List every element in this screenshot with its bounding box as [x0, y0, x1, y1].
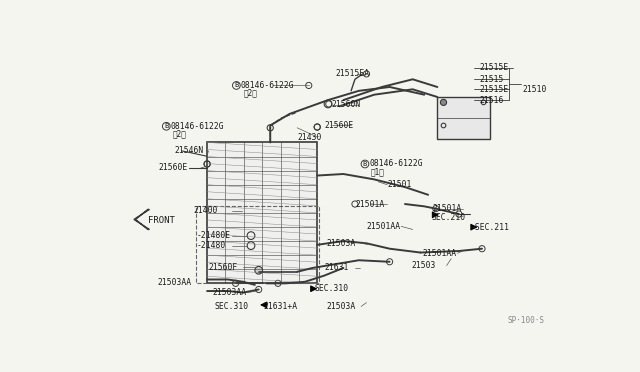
Text: 21501AA: 21501AA [367, 222, 401, 231]
Bar [207, 142, 317, 283]
Text: 21560E: 21560E [325, 121, 354, 130]
Bar [437, 97, 490, 140]
Text: 21515: 21515 [480, 75, 504, 84]
Text: SEC.310: SEC.310 [215, 302, 249, 311]
Text: 21503: 21503 [411, 261, 436, 270]
Text: -21480E: -21480E [197, 231, 231, 240]
Text: B: B [234, 83, 239, 89]
Text: SP·100·S: SP·100·S [508, 316, 545, 325]
Text: SEC.310: SEC.310 [314, 284, 348, 293]
Text: （2）: （2） [172, 129, 186, 138]
Text: 08146-6122G: 08146-6122G [369, 160, 423, 169]
Text: 21430: 21430 [297, 132, 321, 141]
Text: 21503A: 21503A [326, 239, 356, 248]
Text: 21560N: 21560N [332, 100, 361, 109]
Text: →SEC.211: →SEC.211 [471, 222, 510, 232]
Text: SEC.210: SEC.210 [432, 213, 466, 222]
Text: 21501A: 21501A [432, 204, 461, 213]
Bar [196, 206, 319, 283]
Text: 21631+A: 21631+A [263, 302, 298, 311]
Polygon shape [134, 209, 149, 230]
Text: （2）: （2） [244, 89, 258, 97]
Text: （1）: （1） [371, 167, 385, 176]
Text: B: B [164, 123, 168, 129]
Circle shape [440, 99, 447, 106]
Text: -21480: -21480 [197, 241, 227, 250]
Text: B: B [363, 161, 367, 167]
Text: 21503AA: 21503AA [157, 278, 191, 287]
Text: 21516: 21516 [480, 96, 504, 105]
Text: 21503A: 21503A [326, 302, 356, 311]
Text: 21631: 21631 [324, 263, 349, 272]
Text: 08146-6122G: 08146-6122G [171, 122, 225, 131]
Text: 21515E: 21515E [480, 63, 509, 72]
Text: 21501: 21501 [387, 180, 412, 189]
Text: 21560E: 21560E [159, 163, 188, 172]
Text: 21515EA: 21515EA [336, 70, 370, 78]
Text: 21510: 21510 [522, 85, 547, 94]
Text: FRONT: FRONT [148, 216, 175, 225]
Text: 21503AA: 21503AA [212, 288, 246, 297]
Text: 21501AA: 21501AA [422, 249, 456, 258]
Text: 21546N: 21546N [174, 147, 204, 155]
Text: 21560F: 21560F [209, 263, 238, 272]
Text: 21501A: 21501A [355, 199, 384, 209]
Text: 21400: 21400 [193, 206, 218, 215]
Text: 08146-6122G: 08146-6122G [241, 81, 294, 90]
Circle shape [255, 266, 262, 274]
Text: 21515E: 21515E [480, 85, 509, 94]
